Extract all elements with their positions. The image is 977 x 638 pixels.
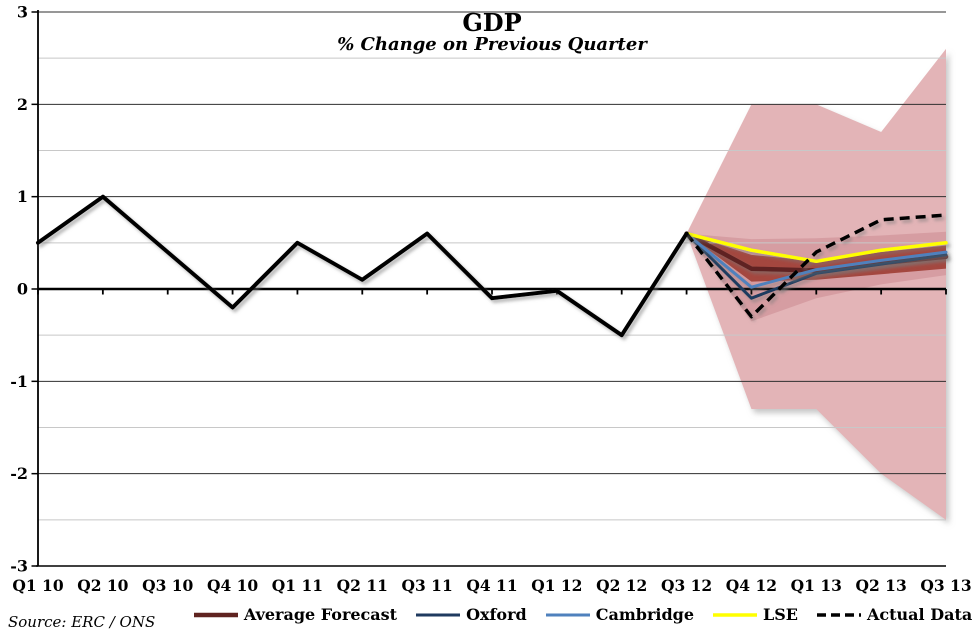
- x-tick-label: Q4 10: [207, 576, 258, 595]
- series-actual-data: [685, 213, 947, 319]
- gridlines: [38, 11, 946, 521]
- y-tick-label: 0: [17, 280, 28, 299]
- x-tick-label: Q4 12: [726, 576, 777, 595]
- x-tick-label: Q3 10: [142, 576, 193, 595]
- x-tick-label: Q2 11: [337, 576, 388, 595]
- y-tick-label: -2: [10, 464, 28, 483]
- x-tick-label: Q1 11: [272, 576, 323, 595]
- x-tick-label: Q2 13: [856, 576, 907, 595]
- x-tick-label: Q2 10: [77, 576, 128, 595]
- y-tick-label: -1: [10, 372, 28, 391]
- series-lse: [684, 231, 948, 264]
- x-tick-label: Q1 12: [531, 576, 582, 595]
- y-tick-label: 2: [17, 95, 28, 114]
- series-cambridge: [685, 232, 948, 289]
- legend-label: Actual Data: [867, 605, 973, 624]
- legend-label: LSE: [763, 605, 798, 624]
- axis-labels: 3 2 1 0 -1 -2 -3Q1 10 Q2 10 Q3 10 Q4 10 Q1 11 Q2 11…: [10, 3, 971, 596]
- source-note: Source: ERC / ONS: [8, 613, 156, 631]
- legend-swatch-oxford-icon: [416, 613, 461, 616]
- legend: Average Forecast Oxford Cambridge LSE Actual…: [193, 605, 972, 624]
- y-tick-label: -3: [10, 557, 28, 576]
- x-tick-label: Q2 12: [596, 576, 647, 595]
- series-lines: [36, 194, 949, 338]
- y-tick-label: 3: [17, 3, 28, 22]
- legend-item-cambridge: Cambridge: [545, 605, 694, 624]
- x-tick-label: Q1 13: [791, 576, 842, 595]
- plot-area: 3 2 1 0 -1 -2 -3Q1 10 Q2 10 Q3 10 Q4 10 Q1 11 Q2 11…: [10, 3, 971, 596]
- legend-item-lse: LSE: [712, 605, 798, 624]
- x-tick-label: Q3 12: [661, 576, 712, 595]
- legend-swatch-lse-icon: [713, 612, 757, 617]
- y-tick-label: 1: [17, 187, 28, 206]
- legend-swatch-average-forecast-icon: [193, 612, 238, 617]
- legend-label: Oxford: [466, 605, 527, 624]
- legend-item-average-forecast: Average Forecast: [193, 605, 397, 624]
- x-tick-label: Q4 11: [466, 576, 517, 595]
- series-gdp-history: [36, 194, 689, 338]
- legend-label: Cambridge: [595, 605, 694, 624]
- forecast-bands: [686, 48, 946, 520]
- legend-item-oxford: Oxford: [415, 605, 527, 624]
- x-tick-label: Q1 10: [12, 576, 63, 595]
- legend-swatch-cambridge-icon: [545, 613, 590, 616]
- axes: [31, 10, 947, 567]
- legend-label: Average Forecast: [243, 605, 398, 624]
- x-tick-label: Q3 11: [402, 576, 453, 595]
- legend-swatch-actual-data-icon: [817, 612, 861, 617]
- chart-footer: Source: ERC / ONS Average Forecast Oxford…: [0, 600, 977, 638]
- series-oxford: [685, 232, 948, 300]
- x-tick-label: Q3 13: [920, 576, 971, 595]
- legend-item-actual-data: Actual Data: [816, 605, 972, 624]
